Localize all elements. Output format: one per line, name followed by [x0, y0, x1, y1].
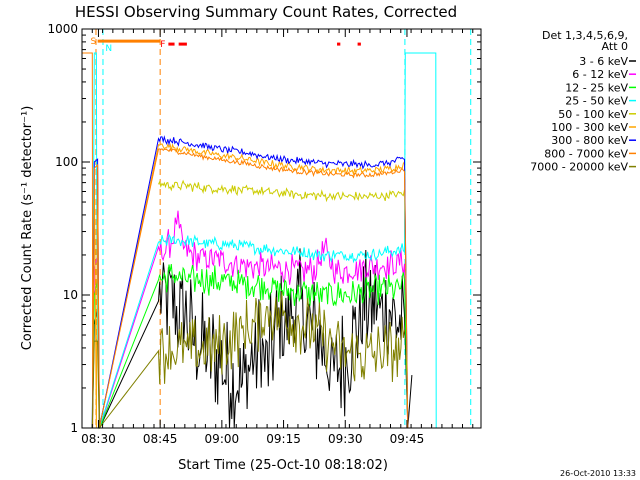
legend-label-6: 300 - 800 keV	[551, 134, 628, 147]
legend-label-5: 100 - 300 keV	[551, 121, 628, 134]
y-tick-label-0: 1	[70, 421, 78, 435]
legend-label-2: 12 - 25 keV	[565, 81, 628, 94]
y-tick-label-2: 100	[55, 155, 78, 169]
legend-label-3: 25 - 50 keV	[565, 95, 628, 108]
series-8-trace	[91, 291, 405, 430]
legend-label-7: 800 - 7000 keV	[544, 147, 628, 160]
x-tick-label-2: 09:00	[205, 432, 240, 446]
series-4-trace	[158, 179, 405, 203]
y-tick-label-1: 10	[63, 288, 78, 302]
legend-label-8: 7000 - 20000 keV	[530, 161, 628, 174]
chart-title: HESSI Observing Summary Count Rates, Cor…	[75, 3, 457, 21]
plot-frame	[81, 28, 482, 429]
series-2-trace	[91, 264, 409, 429]
night-label: N	[105, 44, 112, 54]
x-tick-label-4: 09:30	[328, 432, 363, 446]
x-tick-label-3: 09:15	[266, 432, 301, 446]
legend-label-4: 50 - 100 keV	[558, 108, 628, 121]
series-1-trace	[91, 210, 409, 429]
x-axis-label: Start Time (25-Oct-10 08:18:02)	[178, 458, 388, 473]
y-axis-label: Corrected Count Rate (s⁻¹ detector⁻¹)	[20, 106, 35, 351]
legend-header-line-1: Att 0	[602, 40, 628, 53]
x-tick-label-0: 08:30	[81, 432, 116, 446]
x-tick-label-5: 09:45	[390, 432, 425, 446]
series-0-trace	[91, 248, 413, 429]
series-6-trace	[91, 135, 409, 429]
flare-label: F	[160, 40, 165, 50]
saa-label: S	[91, 37, 97, 47]
legend-label-1: 6 - 12 keV	[572, 68, 628, 81]
series-3-trace	[91, 52, 437, 429]
legend-header-line-0: Det 1,3,4,5,6,9,	[542, 29, 628, 42]
legend-label-0: 3 - 6 keV	[579, 55, 628, 68]
y-tick-label-3: 1000	[47, 22, 78, 36]
plot-area: F SN 08:30 08:45 09:00 09:15 09:30 09:45 1 10 100 1…	[47, 22, 482, 446]
x-tick-label-1: 08:45	[143, 432, 178, 446]
footer-timestamp: 26-Oct-2010 13:33	[560, 469, 636, 478]
series-5-trace	[91, 143, 409, 429]
series-7-trace	[82, 52, 409, 429]
